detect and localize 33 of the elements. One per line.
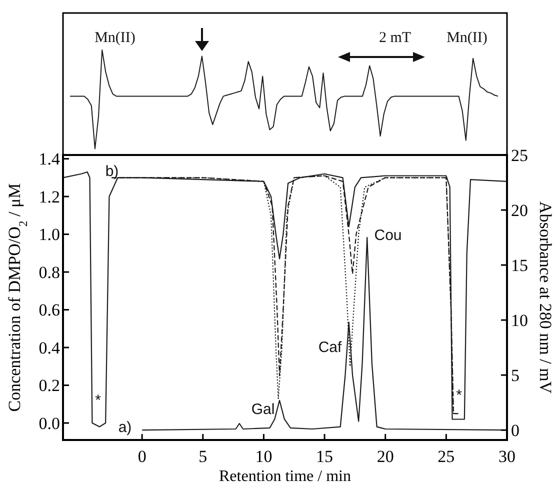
y-tick-label: 0.2	[38, 376, 60, 396]
y2-tick-label: 20	[511, 200, 528, 220]
x-tick-label: 25	[438, 447, 455, 466]
y-tick-label: 1.2	[38, 187, 60, 206]
x-axis-title: Retention time / min	[219, 468, 351, 485]
y2-tick-label: 5	[511, 366, 520, 386]
y-tick-label: 0.4	[38, 338, 60, 358]
annotation: Cou	[374, 227, 402, 244]
text: Mn(II)	[446, 30, 488, 46]
x-tick-label: 5	[198, 447, 208, 466]
annotation: a)	[118, 419, 132, 436]
text: 2 mT	[378, 30, 412, 46]
annotation: Gal	[251, 401, 275, 418]
x-tick-label: 20	[376, 447, 394, 466]
annotation: *	[95, 392, 102, 409]
y2-tick-label: 15	[511, 256, 528, 275]
y-tick-label: 1.0	[38, 225, 60, 244]
text: Mn(II)	[94, 30, 136, 46]
y2-tick-label: 0	[511, 421, 520, 440]
annotation: Caf	[318, 339, 343, 356]
y2-axis-title: Absorbance at 280 nm / mV	[536, 201, 555, 394]
x-tick-label: 15	[316, 447, 334, 466]
y2-tick-label: 10	[511, 311, 528, 330]
y-tick-label: 1.4	[38, 150, 60, 169]
y-tick-label: 0.0	[38, 414, 60, 433]
annotation: b)	[105, 163, 119, 180]
x-tick-label: 0	[138, 447, 146, 466]
x-tick-label: 10	[255, 447, 272, 466]
annotation: *	[456, 387, 462, 404]
x-tick-label: 30	[498, 447, 516, 466]
y2-tick-label: 25	[511, 146, 528, 165]
y-tick-label: 0.6	[38, 300, 60, 320]
y-tick-label: 0.8	[38, 262, 60, 282]
